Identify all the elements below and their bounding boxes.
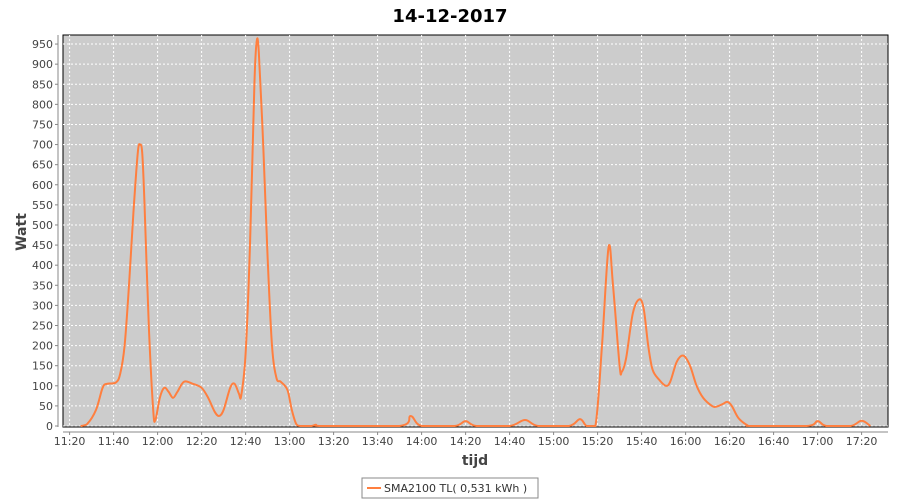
grid xyxy=(63,35,888,427)
x-tick-label: 12:40 xyxy=(230,435,262,448)
y-axis: 0 50 100 150 200 250 300 350 400 450 500 550 600 650 7… xyxy=(32,35,59,433)
x-tick-label: 15:00 xyxy=(538,435,570,448)
x-tick-label: 11:20 xyxy=(54,435,86,448)
x-tick-label: 12:00 xyxy=(142,435,174,448)
series-line xyxy=(80,37,871,428)
y-tick-label: 750 xyxy=(32,118,53,131)
x-tick-label: 13:00 xyxy=(274,435,306,448)
x-tick-label: 17:00 xyxy=(802,435,834,448)
legend-label: SMA2100 TL( 0,531 kWh ) xyxy=(384,482,527,495)
y-tick-label: 550 xyxy=(32,199,53,212)
x-axis-label: tijd xyxy=(462,453,488,469)
y-tick-label: 950 xyxy=(32,38,53,51)
x-tick-label: 16:40 xyxy=(758,435,790,448)
legend: SMA2100 TL( 0,531 kWh ) xyxy=(361,477,539,499)
y-tick-label: 600 xyxy=(32,179,53,192)
x-tick-label: 14:40 xyxy=(494,435,526,448)
x-tick-label: 16:20 xyxy=(714,435,746,448)
y-tick-label: 800 xyxy=(32,98,53,111)
x-axis: 11:20 11:40 12:00 12:20 12:40 13:00 13:20 13:40… xyxy=(54,431,888,448)
x-tick-label: 14:20 xyxy=(450,435,482,448)
x-tick-label: 11:40 xyxy=(98,435,130,448)
x-tick-label: 15:40 xyxy=(626,435,658,448)
x-tick-label: 14:00 xyxy=(406,435,438,448)
x-tick-label: 17:20 xyxy=(846,435,878,448)
x-tick-label: 12:20 xyxy=(186,435,218,448)
x-tick-label: 16:00 xyxy=(670,435,702,448)
y-tick-label: 250 xyxy=(32,319,53,332)
y-axis-label: Watt xyxy=(14,213,30,251)
x-tick-label: 13:20 xyxy=(318,435,350,448)
y-tick-label: 500 xyxy=(32,219,53,232)
plot-area xyxy=(62,34,889,428)
x-tick-label: 13:40 xyxy=(362,435,394,448)
y-tick-label: 0 xyxy=(46,420,53,433)
chart-title: 14-12-2017 xyxy=(392,6,507,27)
y-tick-label: 400 xyxy=(32,259,53,272)
y-tick-label: 50 xyxy=(39,400,53,413)
y-tick-label: 900 xyxy=(32,58,53,71)
y-tick-label: 300 xyxy=(32,299,53,312)
y-tick-label: 350 xyxy=(32,279,53,292)
y-tick-label: 150 xyxy=(32,360,53,373)
y-tick-label: 100 xyxy=(32,380,53,393)
y-tick-label: 700 xyxy=(32,139,53,152)
x-tick-label: 15:20 xyxy=(582,435,614,448)
y-tick-label: 650 xyxy=(32,159,53,172)
y-tick-label: 450 xyxy=(32,239,53,252)
y-tick-label: 200 xyxy=(32,340,53,353)
y-tick-label: 850 xyxy=(32,78,53,91)
